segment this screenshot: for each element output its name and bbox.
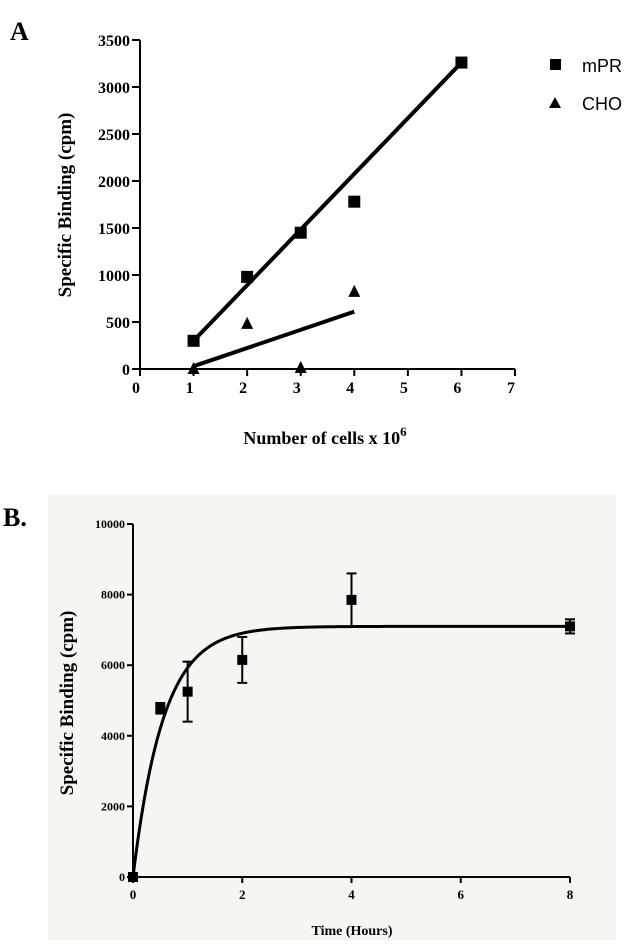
x-axis-label: Time (Hours) bbox=[311, 924, 392, 939]
y-tick-label: 2500 bbox=[98, 127, 130, 144]
x-tick-label: 3 bbox=[293, 380, 301, 397]
data-point bbox=[237, 654, 248, 665]
y-axis-label: Specific Binding (cpm) bbox=[55, 113, 76, 298]
panel-label-b: B. bbox=[3, 503, 27, 532]
y-tick-label: 3500 bbox=[98, 33, 130, 50]
panel-label-a: A bbox=[10, 17, 29, 46]
data-point-cho bbox=[348, 284, 361, 297]
y-tick-label: 2000 bbox=[98, 174, 130, 191]
y-tick-label: 1500 bbox=[98, 221, 130, 238]
x-tick-label: 2 bbox=[239, 887, 246, 902]
x-tick-label: 7 bbox=[507, 380, 515, 397]
data-point bbox=[346, 594, 357, 605]
y-tick-label: 500 bbox=[106, 315, 130, 332]
legend-label-mpr: mPR bbox=[582, 56, 622, 76]
x-tick-label: 2 bbox=[239, 380, 247, 397]
data-point bbox=[155, 703, 166, 714]
x-tick-label: 0 bbox=[132, 380, 140, 397]
data-point-mpr bbox=[241, 270, 254, 283]
fit-line-cho bbox=[192, 309, 355, 369]
legend-marker-mpr bbox=[550, 59, 561, 70]
y-tick-label: 1000 bbox=[98, 268, 130, 285]
legend-marker-cho bbox=[549, 97, 561, 108]
y-tick-label: 6000 bbox=[101, 658, 125, 672]
y-tick-label: 8000 bbox=[101, 588, 125, 602]
x-tick-label: 4 bbox=[346, 380, 354, 397]
y-tick-label: 10000 bbox=[95, 517, 125, 531]
data-point-cho bbox=[241, 316, 254, 329]
y-axis-label: Specific Binding (cpm) bbox=[57, 611, 78, 796]
y-tick-label: 0 bbox=[122, 362, 130, 379]
y-tick-label: 3000 bbox=[98, 80, 130, 97]
data-point-mpr bbox=[294, 226, 307, 239]
data-point bbox=[128, 872, 138, 882]
y-tick-label: 4000 bbox=[101, 729, 125, 743]
x-tick-label: 6 bbox=[453, 380, 461, 397]
x-tick-label: 8 bbox=[567, 887, 574, 902]
panel-a: A 0 500 1000 1500 2000 2500 3000 3500 0 1 2 3 4 5 6 7 Spe… bbox=[10, 17, 622, 448]
x-tick-label: 5 bbox=[400, 380, 408, 397]
legend-label-cho: CHO bbox=[582, 94, 622, 114]
x-tick-label: 4 bbox=[348, 887, 355, 902]
x-tick-label: 0 bbox=[130, 887, 137, 902]
data-point-mpr bbox=[187, 334, 200, 347]
y-tick-label: 2000 bbox=[101, 799, 125, 813]
x-axis-label-superscript: 6 bbox=[400, 424, 407, 439]
data-point-mpr bbox=[348, 195, 361, 208]
data-point-mpr bbox=[455, 56, 468, 69]
fit-line-mpr bbox=[192, 61, 463, 343]
data-point-cho bbox=[187, 362, 200, 374]
data-point bbox=[565, 621, 575, 632]
y-tick-label: 0 bbox=[119, 870, 125, 884]
panel-b: B. 0 2000 4000 6000 8000 10000 0 2 4 6 8 Specific Bi… bbox=[3, 495, 616, 940]
panel-b-background bbox=[48, 495, 616, 940]
data-point bbox=[182, 686, 193, 697]
data-point-cho bbox=[294, 361, 307, 374]
x-axis-label: Number of cells x 106 bbox=[243, 424, 407, 448]
x-tick-label: 6 bbox=[458, 887, 465, 902]
x-tick-label: 1 bbox=[186, 380, 194, 397]
